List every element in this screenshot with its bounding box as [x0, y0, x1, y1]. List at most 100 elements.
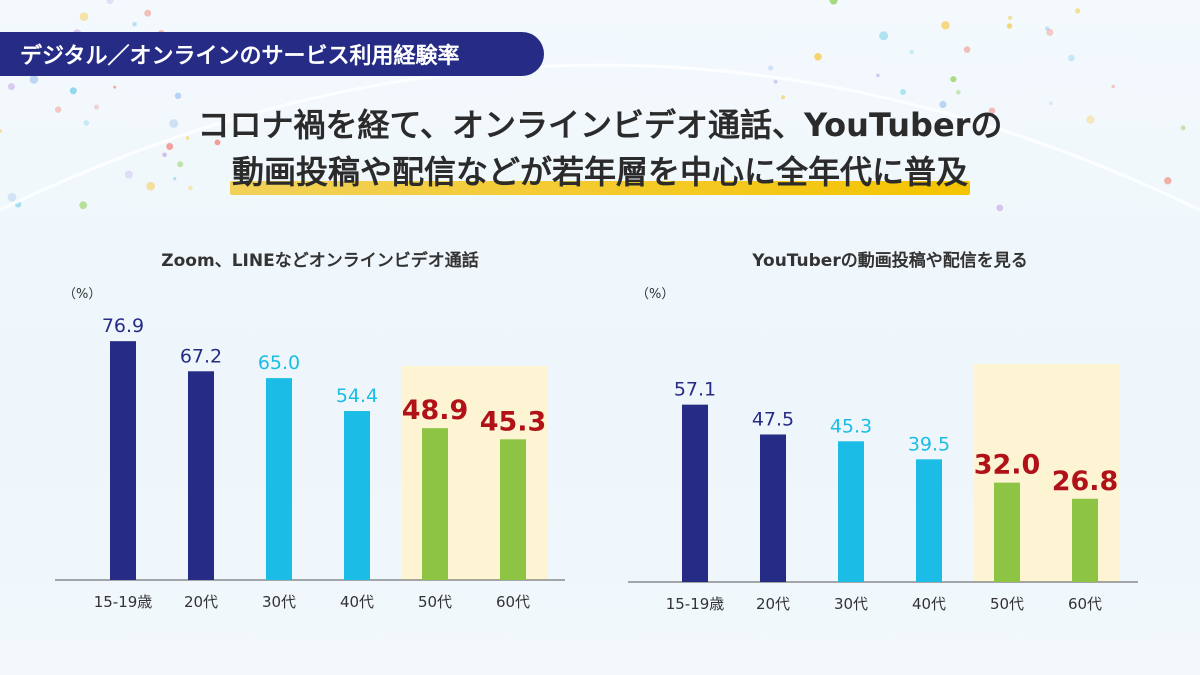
- headline-underline: [230, 181, 970, 195]
- confetti-dot: [956, 90, 961, 95]
- tick-label-50代: 50代: [990, 595, 1024, 613]
- confetti-dot: [106, 0, 114, 5]
- section-tag: デジタル／オンラインのサービス利用経験率: [0, 32, 544, 76]
- chart-title-video-call: Zoom、LINEなどオンラインビデオ通話: [161, 251, 479, 271]
- tick-label-15-19歳: 15-19歳: [94, 593, 153, 611]
- value-label-15-19歳: 57.1: [674, 379, 716, 401]
- confetti-dot: [814, 53, 822, 61]
- confetti-dot: [214, 139, 221, 146]
- confetti-dot: [188, 185, 193, 191]
- value-label-30代: 65.0: [258, 352, 300, 374]
- headline-line-2: 動画投稿や配信などが若年層を中心に全年代に普及: [231, 153, 968, 191]
- confetti-dot: [1068, 54, 1075, 62]
- bar-40代: [344, 411, 370, 580]
- tick-label-20代: 20代: [756, 595, 790, 613]
- bar-60代: [1072, 498, 1098, 582]
- decorative-arc: [0, 63, 1200, 212]
- confetti-dot: [174, 92, 182, 100]
- confetti-dot: [829, 0, 838, 5]
- confetti-dot: [1046, 28, 1054, 36]
- value-label-20代: 67.2: [180, 345, 222, 367]
- tick-label-60代: 60代: [1068, 595, 1102, 613]
- confetti-dot: [879, 31, 889, 41]
- confetti-dot: [55, 106, 62, 113]
- value-label-20代: 47.5: [752, 408, 794, 430]
- confetti-dot: [162, 152, 167, 158]
- confetti-dot: [113, 85, 117, 89]
- unit-label: （%）: [63, 287, 101, 302]
- confetti-dot: [876, 73, 880, 78]
- confetti-dot: [124, 170, 133, 179]
- value-label-50代: 32.0: [974, 450, 1041, 481]
- confetti-dot: [1006, 23, 1013, 29]
- confetti-dot: [69, 87, 77, 95]
- confetti-dot: [963, 46, 971, 53]
- bar-50代: [994, 482, 1020, 582]
- confetti-dot: [988, 107, 996, 114]
- confetti-dot: [1180, 125, 1186, 131]
- confetti-dot: [1111, 84, 1115, 89]
- bar-15-19歳: [682, 404, 708, 582]
- confetti-dot: [132, 22, 137, 27]
- confetti-dot: [950, 76, 957, 83]
- bar-30代: [838, 441, 864, 582]
- chart-title-youtuber: YouTuberの動画投稿や配信を見る: [752, 251, 1028, 271]
- chart-youtuber: （%） 57.1 15-19歳 47.5 20代 45.3 30代 39.5 40代 32.0 50…: [628, 287, 1138, 613]
- confetti-dot: [939, 100, 947, 109]
- confetti-dot: [768, 65, 774, 71]
- confetti-dot: [1086, 115, 1095, 124]
- confetti-dot: [79, 201, 88, 210]
- tick-label-40代: 40代: [340, 593, 374, 611]
- tick-label-15-19歳: 15-19歳: [666, 595, 725, 613]
- value-label-60代: 45.3: [480, 406, 547, 437]
- tick-label-30代: 30代: [262, 593, 296, 611]
- tick-label-30代: 30代: [834, 595, 868, 613]
- confetti-dot: [1049, 101, 1053, 105]
- confetti-dot: [909, 49, 914, 55]
- confetti-dot: [781, 95, 786, 100]
- confetti-dot: [7, 192, 17, 202]
- confetti-dot: [185, 136, 190, 140]
- confetti-dot: [177, 161, 184, 168]
- confetti-dot: [166, 143, 174, 150]
- value-label-60代: 26.8: [1052, 466, 1119, 497]
- bar-20代: [188, 371, 214, 580]
- confetti-dot: [79, 12, 89, 21]
- value-label-40代: 39.5: [908, 433, 950, 455]
- unit-label: （%）: [636, 287, 674, 302]
- bar-40代: [916, 459, 942, 582]
- confetti-dot: [29, 75, 39, 84]
- chart-video-call: （%）76.9 15-19歳 67.2 20代 65.0 30代 54.4 40代 48.9 50…: [55, 287, 565, 611]
- tick-label-60代: 60代: [496, 593, 530, 611]
- tick-label-40代: 40代: [912, 595, 946, 613]
- confetti-dot: [7, 83, 15, 91]
- headline-line-1: コロナ禍を経て、オンラインビデオ通話、YouTuberの: [197, 106, 1003, 144]
- tick-label-50代: 50代: [418, 593, 452, 611]
- confetti-dot: [900, 89, 906, 95]
- confetti-dot: [146, 181, 155, 191]
- bar-15-19歳: [110, 341, 136, 580]
- value-label-50代: 48.9: [402, 395, 469, 426]
- bar-50代: [422, 428, 448, 580]
- value-label-30代: 45.3: [830, 415, 872, 437]
- confetti-dot: [941, 21, 950, 30]
- confetti-dot: [1075, 8, 1081, 14]
- confetti-dot: [144, 9, 152, 17]
- bar-30代: [266, 378, 292, 580]
- bar-60代: [500, 439, 526, 580]
- value-label-15-19歳: 76.9: [102, 315, 144, 337]
- bar-20代: [760, 434, 786, 582]
- value-label-40代: 54.4: [336, 385, 378, 407]
- confetti-dot: [996, 204, 1004, 212]
- confetti-dot: [1164, 177, 1172, 185]
- confetti-dot: [773, 79, 778, 84]
- confetti-dot: [83, 120, 90, 126]
- confetti-dot: [1008, 15, 1013, 20]
- confetti-dot: [169, 119, 179, 128]
- confetti-dot: [94, 104, 99, 110]
- confetti-dot: [0, 129, 2, 133]
- confetti-dot: [173, 177, 177, 181]
- confetti-dot: [1045, 26, 1050, 31]
- tick-label-20代: 20代: [184, 593, 218, 611]
